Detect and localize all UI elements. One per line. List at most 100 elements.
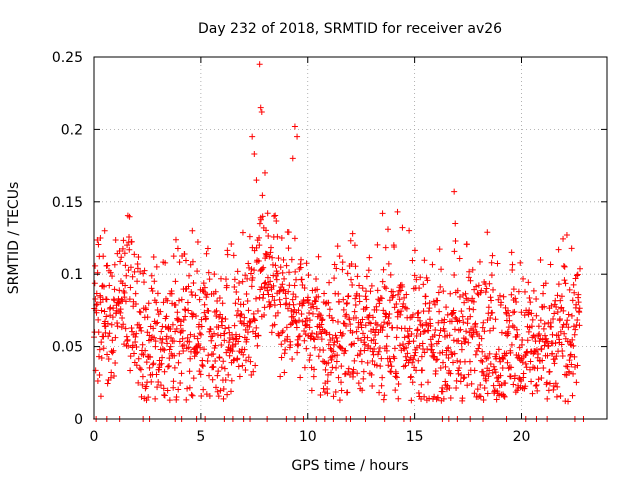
data-point [275,255,282,262]
data-point [256,234,263,241]
data-point [123,272,130,279]
data-point [419,367,426,374]
data-point [295,340,302,347]
data-point [255,332,262,339]
data-point [495,296,502,303]
x-tick-label: 15 [406,429,424,445]
data-point [432,367,439,374]
data-point [219,315,226,322]
data-point [502,380,509,387]
data-point [214,372,221,379]
data-point [526,307,533,314]
data-point [568,361,575,368]
data-point [384,333,391,340]
data-point [315,353,322,360]
data-point [535,323,542,330]
data-point [244,275,251,282]
data-point [416,285,423,292]
data-point [283,262,290,269]
data-point [99,282,106,289]
data-point [251,317,258,324]
data-point [551,355,558,362]
data-point [544,395,551,402]
data-point [399,303,406,310]
data-point [164,340,171,347]
data-point [147,336,154,343]
data-point [334,352,341,359]
data-point [414,327,421,334]
data-point [563,321,570,328]
data-point [141,279,148,286]
data-point [401,294,408,301]
data-point [280,256,287,263]
data-point [430,298,437,305]
data-point [138,327,145,334]
data-point [329,317,336,324]
data-point [436,350,443,357]
data-point [470,329,477,336]
data-point [226,335,233,342]
data-point [462,336,469,343]
data-point [204,291,211,298]
data-point [435,289,442,296]
data-point [311,366,318,373]
data-point [506,317,513,324]
data-point [96,371,103,378]
data-point [154,384,161,391]
data-point [245,354,252,361]
data-point [361,339,368,346]
data-point [346,371,353,378]
data-point [200,386,207,393]
data-point [187,355,194,362]
data-point [109,273,116,280]
data-point [194,268,201,275]
data-point [524,337,531,344]
data-point [549,350,556,357]
data-point [559,352,566,359]
data-point [439,384,446,391]
data-point [567,352,574,359]
data-point [142,347,149,354]
data-point [328,356,335,363]
data-point [489,369,496,376]
data-point [157,382,164,389]
data-point [289,313,296,320]
data-point [361,347,368,354]
data-point [480,397,487,404]
data-point [266,253,273,260]
data-point [480,319,487,326]
data-point [250,368,257,375]
data-point [565,324,572,331]
data-point [190,311,197,318]
data-point [184,299,191,306]
data-point [175,359,182,366]
data-point [154,319,161,326]
data-point [397,311,404,318]
data-point [488,259,495,266]
data-point [229,348,236,355]
data-point [94,269,101,276]
data-point [239,362,246,369]
data-point [276,288,283,295]
data-point [201,301,208,308]
data-point [481,328,488,335]
data-point [247,270,254,277]
data-point [537,317,544,324]
data-point [385,314,392,321]
data-point [217,311,224,318]
data-point [369,348,376,355]
data-point [218,318,225,325]
data-point [415,389,422,396]
data-point [381,283,388,290]
data-point [236,333,243,340]
data-point [211,271,218,278]
data-point [410,356,417,363]
data-point [206,328,213,335]
data-point [447,290,454,297]
data-point [374,351,381,358]
data-point [315,293,322,300]
data-point [212,288,219,295]
data-point-peak [256,61,263,68]
data-point [192,312,199,319]
data-point [110,347,117,354]
